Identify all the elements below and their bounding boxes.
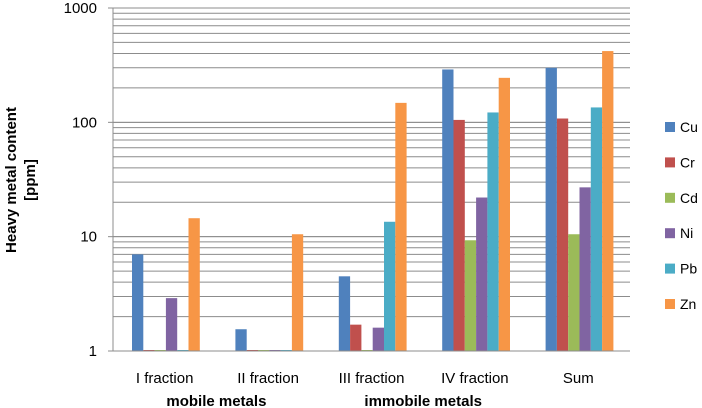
group-labels: mobile metals immobile metals: [166, 393, 482, 408]
legend-swatch-cd: [665, 192, 675, 203]
x-tick-label: I fraction: [136, 370, 194, 387]
legend: Cu Cr Cd Ni Pb Zn: [665, 119, 698, 312]
legend-label-cd: Cd: [680, 190, 698, 206]
bar-cu-3: [442, 69, 454, 352]
y-tick-label: 10: [80, 229, 97, 246]
legend-swatch-cu: [665, 122, 675, 132]
legend-label-cu: Cu: [680, 119, 698, 135]
bar-cu-1: [235, 329, 247, 351]
bar-ni-4: [579, 187, 591, 351]
group-label: mobile metals: [166, 393, 266, 408]
axes: [112, 8, 630, 352]
y-axis-label: Heavy metal content [ppm]: [3, 107, 39, 253]
bar-zn-1: [291, 234, 304, 351]
y-axis-label-line: [ppm]: [22, 159, 39, 201]
y-tick-label: 100: [72, 114, 97, 131]
y-axis-label-line: Heavy metal content: [3, 107, 20, 253]
bar-ni-3: [476, 197, 488, 351]
bar-zn-2: [395, 102, 407, 351]
legend-swatch-ni: [665, 228, 675, 239]
bar-pb-2: [384, 221, 396, 351]
legend-swatch-zn: [665, 299, 675, 309]
bar-cu-0: [132, 254, 144, 351]
y-tick-labels: 1 10 100 1000: [64, 0, 113, 360]
bar-cd-3: [464, 240, 477, 351]
bar-ni-2: [372, 327, 384, 351]
bar-pb-3: [487, 112, 499, 351]
x-tick-labels: I fraction II fraction III fraction IV frac…: [136, 370, 594, 387]
legend-label-pb: Pb: [680, 261, 697, 277]
legend-swatch-cr: [665, 157, 675, 168]
bar-cu-2: [338, 276, 351, 351]
x-tick-label: II fraction: [237, 370, 299, 387]
legend-swatch-pb: [665, 263, 675, 274]
x-tick-label: IV fraction: [441, 370, 509, 387]
legend-label-cr: Cr: [680, 154, 695, 170]
bars: [132, 51, 614, 352]
x-tick-label: Sum: [563, 370, 594, 387]
bar-zn-4: [602, 51, 614, 351]
bar-cr-3: [453, 119, 465, 351]
bar-zn-3: [498, 77, 510, 351]
bar-cr-4: [556, 118, 569, 351]
bar-pb-4: [590, 107, 603, 351]
y-tick-label: 1000: [64, 0, 97, 17]
bar-cu-4: [545, 67, 557, 351]
bar-cd-4: [568, 234, 580, 351]
legend-label-zn: Zn: [680, 296, 696, 312]
y-tick-label: 1: [89, 343, 97, 360]
bar-ni-0: [165, 298, 178, 351]
bar-zn-0: [188, 218, 200, 351]
bar-cr-2: [350, 324, 362, 351]
legend-label-ni: Ni: [680, 225, 693, 241]
group-label: immobile metals: [364, 393, 482, 408]
x-tick-label: III fraction: [339, 370, 405, 387]
